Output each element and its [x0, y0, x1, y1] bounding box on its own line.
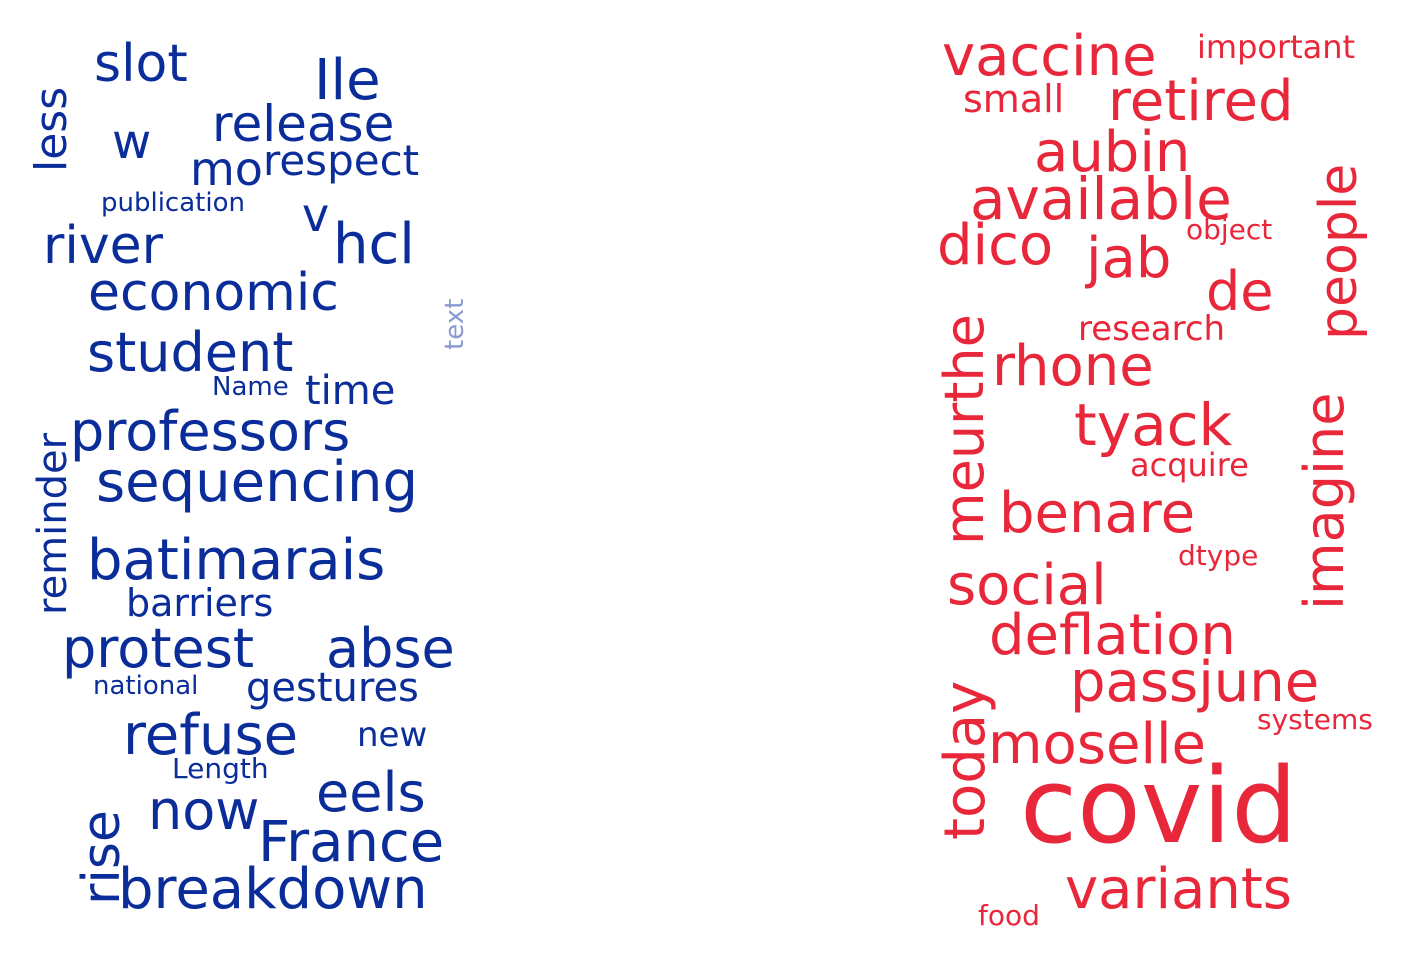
word-time: time — [305, 368, 396, 414]
word-publication: publication — [101, 188, 245, 218]
word-research: research — [1078, 309, 1226, 349]
word-ile: Ile — [314, 48, 381, 113]
word-food: food — [978, 899, 1040, 932]
word-variants: variants — [1065, 857, 1292, 922]
word-social: social — [947, 553, 1107, 618]
word-deflation: deflation — [989, 603, 1236, 668]
word-protest: protest — [62, 617, 255, 680]
word-batimarais: batimarais — [87, 528, 386, 593]
word-new: new — [357, 715, 428, 755]
word-rhone: rhone — [992, 334, 1154, 399]
word-economic: economic — [88, 263, 339, 323]
word-barriers: barriers — [126, 581, 274, 625]
right-word-cloud: vaccine important small retired aubin pe… — [900, 0, 1419, 966]
word-vaccine: vaccine — [942, 24, 1157, 89]
word-acquire: acquire — [1130, 446, 1249, 484]
word-de: de — [1206, 260, 1274, 323]
word-important: important — [1197, 28, 1356, 66]
word-river: river — [43, 216, 163, 276]
word-tyack: tyack — [1074, 391, 1233, 459]
word-people: people — [1309, 163, 1369, 340]
word-systems: systems — [1257, 703, 1373, 736]
word-object: object — [1186, 213, 1273, 246]
word-moselle: moselle — [988, 712, 1207, 777]
word-respect: respect — [263, 136, 420, 185]
word-benare: benare — [999, 481, 1196, 546]
word-now: now — [148, 779, 260, 842]
word-breakdown: breakdown — [118, 857, 428, 922]
word-france: France — [258, 810, 445, 875]
word-imagine: imagine — [1293, 392, 1356, 610]
word-small: small — [963, 77, 1065, 121]
word-abse: abse — [326, 617, 455, 680]
word-jab: jab — [1086, 226, 1172, 291]
word-refuse: refuse — [123, 703, 299, 768]
word-covid: covid — [1020, 745, 1298, 867]
word-sequencing: sequencing — [96, 450, 418, 515]
word-meurthe: meurthe — [933, 314, 996, 545]
word-gestures: gestures — [246, 665, 419, 711]
word-professors: professors — [70, 400, 351, 463]
word-eels: eels — [316, 761, 426, 824]
left-word-cloud: slot Ile less w release mo respect publi… — [0, 0, 520, 966]
word-length: Length — [172, 752, 269, 785]
word-retired: retired — [1108, 69, 1294, 134]
word-national: national — [93, 671, 199, 701]
word-hcl: hcl — [333, 212, 415, 277]
word-mo: mo — [190, 142, 263, 196]
word-text: text — [440, 298, 470, 350]
word-dico: dico — [937, 213, 1054, 278]
word-available: available — [970, 165, 1232, 233]
word-student: student — [87, 321, 294, 384]
word-today: today — [933, 680, 998, 840]
word-slot: slot — [94, 34, 188, 94]
word-dtype: dtype — [1178, 539, 1259, 572]
word-w: w — [112, 114, 152, 170]
word-less: less — [26, 86, 77, 172]
word-passjune: passjune — [1070, 650, 1320, 715]
word-aubin: aubin — [1034, 120, 1191, 185]
word-name: Name — [212, 372, 289, 402]
word-reminder: reminder — [30, 432, 76, 615]
word-v: v — [302, 188, 330, 242]
word-release: release — [212, 95, 395, 153]
